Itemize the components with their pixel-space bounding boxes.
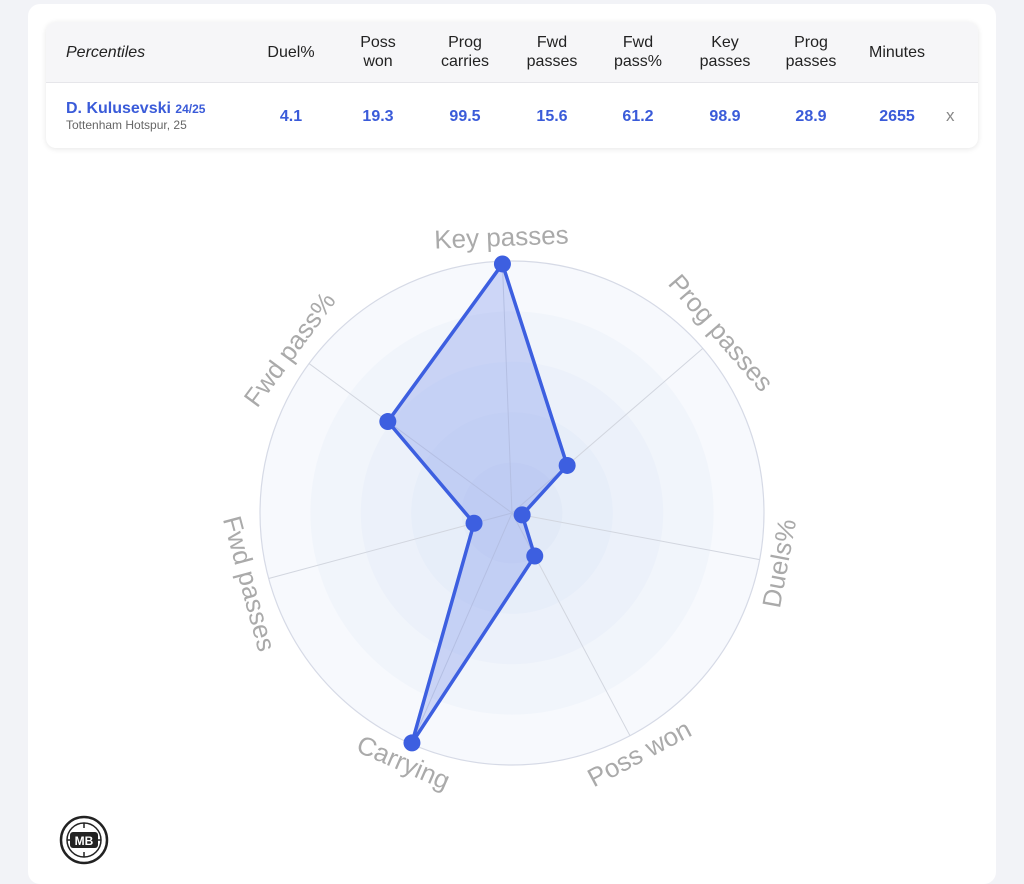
header-fwd-pass-pct[interactable]: Fwd pass% (613, 34, 663, 70)
radar-spoke (501, 261, 513, 514)
header-percentiles: Percentiles (66, 43, 146, 61)
value-prog-carries: 99.5 (449, 108, 481, 125)
value-minutes: 2655 (879, 108, 915, 125)
header-duel-pct[interactable]: Duel% (267, 43, 315, 61)
value-prog-passes: 28.9 (795, 108, 827, 125)
logo-text: MB (75, 834, 94, 848)
radar-spoke (511, 348, 704, 514)
header-key-passes[interactable]: Key passes (699, 34, 751, 70)
header-prog-passes[interactable]: Prog passes (785, 34, 837, 70)
header-prog-carries[interactable]: Prog carries (440, 34, 489, 70)
radar-axis-label: Key passes (434, 220, 569, 255)
player-name-link[interactable]: D. Kulusevski 24/25 (66, 100, 205, 118)
radar-point (403, 734, 421, 752)
radar-point (513, 506, 531, 524)
radar-point (465, 514, 483, 532)
value-fwd-pass-pct: 61.2 (622, 108, 654, 125)
header-minutes[interactable]: Minutes (868, 43, 926, 61)
value-duel-pct: 4.1 (279, 108, 303, 125)
value-key-passes: 98.9 (709, 108, 741, 125)
header-fwd-passes[interactable]: Fwd passes (526, 34, 578, 70)
player-club: Tottenham Hotspur, 25 (66, 118, 187, 132)
radar-point (558, 456, 576, 474)
remove-player-button[interactable]: x (946, 106, 955, 125)
header-poss-won[interactable]: Poss won (360, 34, 396, 70)
radar-point (493, 255, 511, 273)
value-poss-won: 19.3 (362, 108, 394, 125)
radar-spoke (410, 512, 513, 745)
radar-spoke (308, 363, 513, 514)
radar-point (526, 547, 544, 565)
radar-series-area (386, 262, 569, 745)
mb-logo-icon: MB (59, 815, 109, 865)
radar-point (379, 413, 397, 431)
percentiles-table: Percentiles Duel% Poss won Prog carries … (46, 22, 978, 148)
player-season: 24/25 (175, 102, 206, 116)
player-name: D. Kulusevski (66, 100, 171, 117)
radar-spoke (511, 512, 760, 561)
value-fwd-passes: 15.6 (536, 108, 568, 125)
table-header: Percentiles Duel% Poss won Prog carries … (46, 22, 978, 83)
